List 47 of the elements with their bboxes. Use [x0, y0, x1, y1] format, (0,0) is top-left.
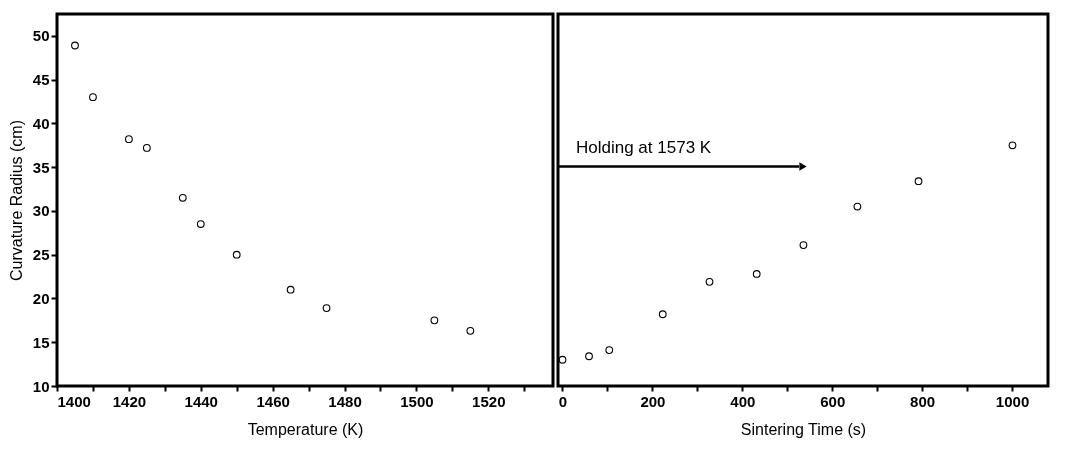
y-tick-label: 45 — [32, 71, 50, 89]
y-tick-label: 15 — [32, 333, 50, 351]
x-axis-title: Temperature (K) — [247, 420, 364, 438]
point — [558, 355, 567, 364]
point — [752, 270, 761, 278]
y-tick-label: 30 — [32, 202, 50, 220]
x-tick-label: 200 — [640, 392, 666, 410]
x-tick-label: 1460 — [256, 392, 290, 410]
x-tick-label: 1420 — [112, 392, 147, 410]
x-tick-label: 600 — [820, 392, 846, 410]
point — [585, 352, 593, 361]
y-tick-label: 50 — [32, 27, 50, 45]
point — [196, 220, 205, 228]
point — [124, 135, 133, 144]
point — [658, 310, 667, 319]
point — [914, 177, 923, 186]
point — [142, 144, 151, 152]
point — [322, 304, 331, 312]
x-tick-label: 1500 — [400, 392, 434, 410]
x-tick-label: 1440 — [184, 392, 218, 410]
point — [1008, 141, 1017, 150]
point — [89, 93, 97, 102]
x-tick-label: 1520 — [472, 392, 506, 410]
point — [705, 277, 714, 286]
y-tick-label: 20 — [32, 289, 50, 307]
point — [466, 326, 475, 335]
y-tick-label: 10 — [32, 377, 50, 395]
x-tick-label: 400 — [730, 392, 756, 410]
x-axis-title: Sintering Time (s) — [740, 420, 867, 438]
point — [605, 346, 614, 355]
point — [178, 193, 187, 202]
point — [286, 285, 295, 294]
point — [71, 41, 79, 50]
point — [853, 202, 862, 211]
y-tick-label: 35 — [32, 158, 50, 176]
x-tick-label: 800 — [910, 392, 936, 410]
y-tick-label: 25 — [32, 246, 50, 264]
x-tick-label: 1000 — [995, 392, 1030, 410]
point — [430, 316, 439, 325]
x-tick-label: 0 — [558, 392, 568, 410]
annotation: Holding at 1573 K — [576, 138, 712, 158]
y-tick-label: 40 — [32, 114, 50, 132]
point — [799, 241, 808, 249]
x-tick-label: 1400 — [57, 392, 91, 410]
point — [232, 250, 241, 259]
y-axis-title: Curvature Radius (cm) — [7, 120, 25, 281]
x-tick-label: 1480 — [328, 392, 362, 410]
